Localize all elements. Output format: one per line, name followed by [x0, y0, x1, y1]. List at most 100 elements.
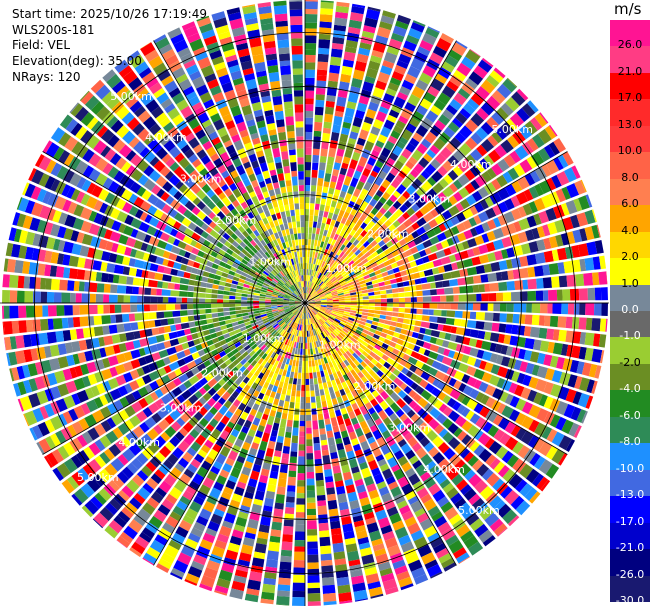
- velocity-gate: [358, 193, 366, 201]
- velocity-gate: [296, 493, 305, 499]
- velocity-gate: [463, 451, 475, 463]
- velocity-gate: [392, 368, 401, 377]
- velocity-gate: [336, 286, 343, 291]
- velocity-gate: [296, 384, 301, 391]
- velocity-gate: [536, 226, 546, 238]
- velocity-gate: [392, 190, 401, 199]
- velocity-gate: [103, 283, 111, 293]
- velocity-gate: [327, 318, 334, 323]
- velocity-gate: [321, 235, 326, 242]
- velocity-gate: [333, 301, 339, 303]
- velocity-gate: [371, 251, 379, 258]
- velocity-gate: [427, 177, 437, 187]
- velocity-gate: [519, 314, 526, 324]
- velocity-gate: [497, 366, 509, 378]
- velocity-gate: [356, 180, 365, 191]
- velocity-gate: [70, 292, 76, 303]
- velocity-gate: [407, 65, 421, 79]
- velocity-gate: [596, 224, 601, 238]
- velocity-gate: [156, 288, 162, 296]
- velocity-gate: [487, 135, 499, 147]
- velocity-gate: [345, 266, 352, 272]
- velocity-gate: [542, 224, 551, 237]
- velocity-gate: [359, 214, 367, 222]
- velocity-gate: [539, 112, 549, 124]
- velocity-gate: [310, 282, 314, 289]
- velocity-gate: [481, 372, 493, 383]
- velocity-gate: [547, 341, 555, 354]
- velocity-gate: [482, 421, 493, 433]
- velocity-gate: [517, 176, 530, 190]
- velocity-gate: [318, 281, 324, 287]
- velocity-gate: [562, 358, 573, 372]
- velocity-gate: [440, 295, 447, 302]
- velocity-gate: [362, 25, 376, 34]
- velocity-gate: [385, 87, 397, 97]
- velocity-gate: [308, 239, 312, 246]
- velocity-gate: [187, 309, 194, 316]
- velocity-gate: [385, 315, 392, 321]
- velocity-gate: [481, 171, 493, 183]
- velocity-gate: [376, 350, 384, 358]
- velocity-gate: [229, 295, 236, 300]
- velocity-gate: [462, 258, 474, 268]
- velocity-gate: [330, 259, 336, 266]
- velocity-gate: [40, 318, 49, 331]
- velocity-gate: [469, 441, 480, 452]
- velocity-gate: [362, 81, 374, 92]
- velocity-gate: [521, 415, 534, 430]
- velocity-gate: [528, 186, 539, 199]
- velocity-gate: [337, 324, 344, 330]
- velocity-gate: [319, 253, 324, 260]
- velocity-gate: [229, 307, 236, 311]
- velocity-gate: [394, 160, 404, 170]
- velocity-gate: [309, 215, 314, 222]
- velocity-gate: [378, 240, 386, 247]
- velocity-gate: [316, 271, 321, 278]
- velocity-gate: [376, 369, 384, 378]
- velocity-gate: [370, 240, 378, 247]
- velocity-gate: [369, 351, 377, 358]
- velocity-gate: [392, 228, 400, 237]
- velocity-gate: [511, 257, 522, 269]
- velocity-gate: [307, 529, 318, 536]
- velocity-gate: [18, 305, 27, 318]
- velocity-gate: [500, 122, 514, 136]
- velocity-gate: [346, 279, 353, 284]
- velocity-gate: [392, 307, 399, 312]
- velocity-gate: [386, 303, 393, 307]
- velocity-gate: [565, 439, 575, 452]
- velocity-gate: [451, 42, 467, 56]
- velocity-gate: [297, 480, 305, 487]
- velocity-gate: [527, 100, 539, 113]
- velocity-gate: [576, 361, 585, 375]
- velocity-gate: [493, 429, 505, 442]
- velocity-gate: [368, 258, 376, 265]
- velocity-gate: [396, 364, 404, 372]
- velocity-gate: [475, 416, 488, 430]
- velocity-gate: [527, 290, 537, 301]
- velocity-gate: [138, 287, 145, 295]
- velocity-gate: [591, 224, 600, 239]
- velocity-gate: [478, 448, 492, 463]
- velocity-gate: [472, 284, 480, 293]
- velocity-gate: [499, 432, 511, 446]
- velocity-gate: [319, 14, 333, 23]
- velocity-gate: [401, 404, 412, 414]
- velocity-gate: [337, 242, 343, 249]
- velocity-gate: [315, 465, 323, 474]
- velocity-gate: [330, 313, 337, 317]
- velocity-gate: [354, 316, 361, 321]
- velocity-gate: [316, 80, 327, 89]
- velocity-gate: [309, 372, 313, 379]
- velocity-gate: [365, 108, 377, 119]
- velocity-gate: [305, 131, 313, 140]
- velocity-gate: [328, 187, 335, 195]
- velocity-gate: [402, 394, 413, 405]
- velocity-gate: [598, 334, 607, 348]
- velocity-gate: [467, 455, 479, 467]
- velocity-gate: [280, 555, 292, 563]
- velocity-gate: [392, 293, 399, 298]
- velocity-gate: [579, 303, 586, 315]
- velocity-gate: [389, 341, 397, 348]
